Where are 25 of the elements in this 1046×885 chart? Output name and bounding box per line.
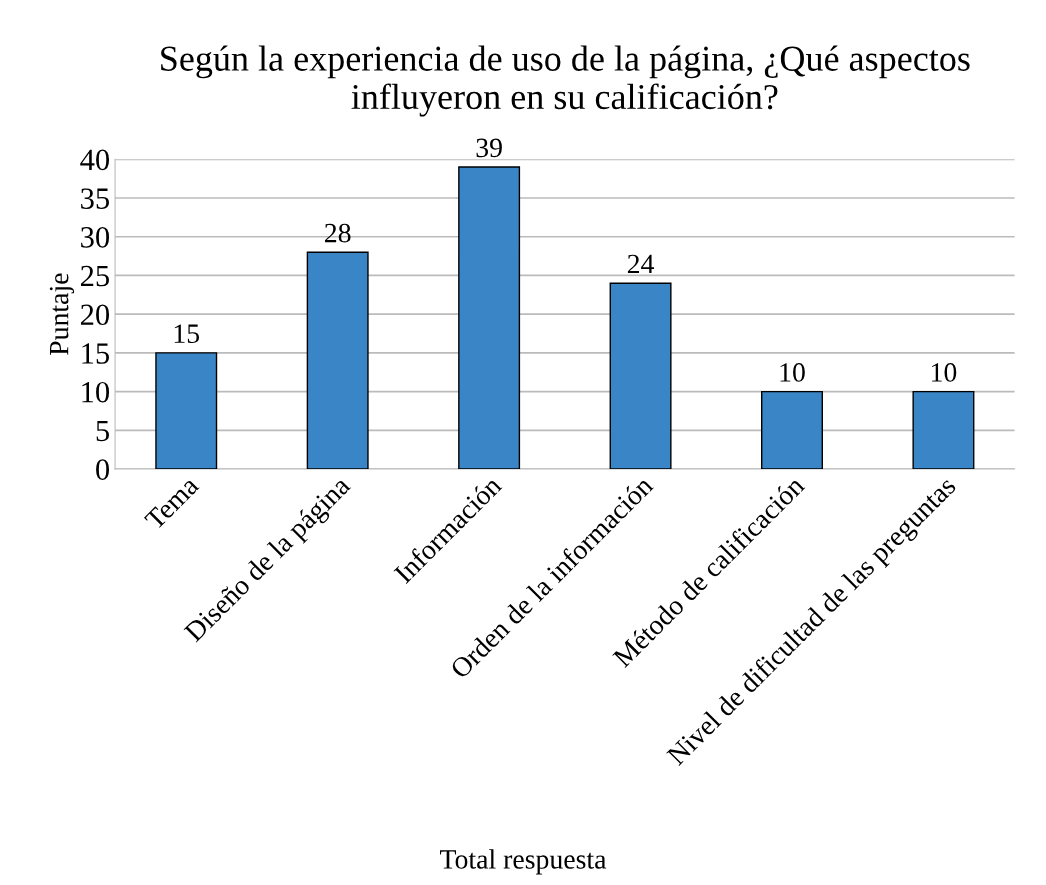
bar: [761, 390, 823, 470]
y-axis-title: Puntaje: [49, 273, 75, 356]
y-tick-label: 15: [82, 343, 110, 364]
data-label: 39: [476, 138, 502, 158]
bar: [155, 352, 218, 470]
data-label: 10: [780, 363, 805, 382]
y-tick-label: 0: [96, 459, 110, 480]
data-label: 24: [627, 254, 655, 274]
data-label: 10: [932, 363, 957, 382]
y-tick-label: 35: [81, 188, 110, 209]
y-tick-label: 20: [80, 304, 110, 326]
x-tick-label: Tema: [144, 474, 200, 531]
data-label: 15: [174, 324, 200, 344]
bar: [912, 390, 975, 470]
y-tick-label: 25: [80, 265, 110, 287]
bar: [458, 166, 521, 470]
y-tick-label: 40: [80, 149, 110, 171]
data-label: 28: [325, 223, 351, 243]
bar: [609, 282, 672, 470]
y-tick-label: 30: [81, 227, 110, 248]
x-axis-title: Total respuesta: [440, 849, 607, 875]
bar: [306, 251, 369, 470]
y-tick-label: 10: [82, 381, 110, 403]
chart-title: Según la experiencia de uso de la página, ¿Qué aspectos influyeron en su calificación?: [161, 45, 970, 117]
y-tick-label: 5: [96, 420, 110, 442]
